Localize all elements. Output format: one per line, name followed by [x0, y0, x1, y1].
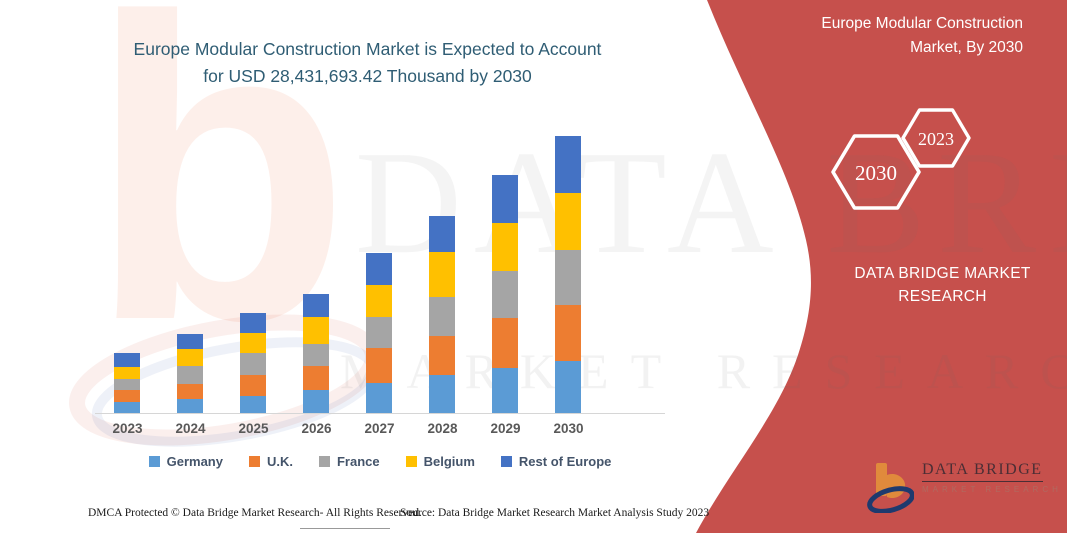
legend-item-u-k-: U.K.	[248, 454, 293, 469]
legend-item-belgium: Belgium	[405, 454, 475, 469]
bar-segment-2025-belgium	[240, 332, 266, 354]
legend-label: U.K.	[266, 454, 293, 469]
x-axis-label-2027: 2027	[364, 421, 395, 436]
legend-label: Germany	[166, 454, 223, 469]
bar-segment-2025-u-k-	[240, 374, 266, 397]
bar-2023	[114, 353, 140, 413]
bar-segment-2028-belgium	[429, 252, 455, 298]
side-panel-title: Europe Modular Construction Market, By 2…	[693, 12, 1023, 60]
bar-segment-2026-u-k-	[303, 366, 329, 390]
chart-title: Europe Modular Construction Market is Ex…	[85, 36, 650, 90]
bar-segment-2024-rest-of-europe	[177, 333, 203, 350]
bar-segment-2026-germany	[303, 389, 329, 413]
bar-2030	[555, 136, 581, 413]
legend: Germany U.K. France Belgium Rest of Europe	[95, 454, 665, 469]
bar-segment-2025-rest-of-europe	[240, 313, 266, 333]
legend-item-france: France	[318, 454, 380, 469]
chart-title-line1: Europe Modular Construction Market is Ex…	[133, 39, 602, 59]
bar-2025	[240, 313, 266, 413]
legend-swatch-icon	[500, 456, 512, 467]
bar-segment-2028-rest-of-europe	[429, 215, 455, 253]
bar-segment-2024-germany	[177, 398, 203, 413]
year-hexagons: 2023 2030	[831, 108, 971, 210]
logo-subtitle: MARKET RESEARCH	[922, 485, 1062, 494]
bar-segment-2023-germany	[114, 401, 140, 413]
bar-segment-2030-u-k-	[555, 305, 581, 361]
brand-line1: DATA BRIDGE MARKET	[854, 265, 1031, 282]
chart-title-line2: for USD 28,431,693.42 Thousand by 2030	[203, 66, 532, 87]
hexagon-2030-icon	[831, 134, 921, 210]
data-bridge-logo: DATA BRIDGE MARKET RESEARCH	[866, 461, 1062, 513]
bar-segment-2023-france	[114, 379, 140, 391]
x-axis-label-2030: 2030	[553, 421, 584, 436]
side-panel-title-line2: Market, By 2030	[910, 39, 1023, 57]
brand-line2: RESEARCH	[898, 288, 987, 306]
bar-segment-2026-france	[303, 343, 329, 366]
bar-segment-2029-france	[492, 270, 518, 318]
bar-segment-2030-france	[555, 249, 581, 306]
hexagon-2023-label: 2023	[918, 129, 954, 149]
bar-segment-2029-rest-of-europe	[492, 175, 518, 224]
bar-segment-2023-rest-of-europe	[114, 353, 140, 367]
legend-label: Belgium	[423, 454, 475, 469]
legend-swatch-icon	[248, 456, 260, 467]
bar-segment-2030-germany	[555, 360, 581, 413]
dmca-notice: DMCA Protected © Data Bridge Market Rese…	[88, 507, 422, 519]
bar-2027	[366, 252, 392, 413]
source-note: Source: Data Bridge Market Research Mark…	[400, 507, 710, 519]
bar-segment-2027-rest-of-europe	[366, 252, 392, 286]
legend-swatch-icon	[148, 456, 160, 467]
side-panel-title-line1: Europe Modular Construction	[821, 15, 1023, 32]
bar-segment-2025-germany	[240, 396, 266, 413]
bar-segment-2027-germany	[366, 382, 392, 413]
bar-segment-2029-u-k-	[492, 317, 518, 369]
hexagon-2030-label: 2030	[855, 161, 897, 185]
bar-segment-2027-belgium	[366, 285, 392, 318]
bar-segment-2024-u-k-	[177, 383, 203, 399]
bar-segment-2030-rest-of-europe	[555, 136, 581, 193]
x-axis-label-2028: 2028	[427, 421, 458, 436]
x-axis-label-2024: 2024	[175, 421, 206, 436]
plot-area	[95, 100, 665, 414]
bar-segment-2029-germany	[492, 368, 518, 413]
footer-divider	[300, 528, 390, 529]
legend-item-germany: Germany	[148, 454, 223, 469]
bar-2029	[492, 175, 518, 413]
x-axis-label-2023: 2023	[112, 421, 143, 436]
data-bridge-logo-icon	[867, 463, 914, 513]
bar-segment-2023-belgium	[114, 366, 140, 380]
side-panel-brand: DATA BRIDGE MARKET RESEARCH	[830, 262, 1055, 309]
bar-segment-2027-u-k-	[366, 348, 392, 383]
bar-segment-2026-rest-of-europe	[303, 294, 329, 318]
legend-label: Rest of Europe	[518, 454, 612, 469]
logo-name: DATA BRIDGE	[922, 461, 1043, 482]
bar-segment-2024-belgium	[177, 349, 203, 366]
x-axis-label-2025: 2025	[238, 421, 269, 436]
bar-2026	[303, 294, 329, 413]
bar-segment-2030-belgium	[555, 192, 581, 250]
bar-segment-2026-belgium	[303, 317, 329, 344]
bar-segment-2025-france	[240, 353, 266, 375]
legend-label: France	[336, 454, 380, 469]
hexagon-2023-icon	[901, 108, 971, 168]
legend-item-rest-of-europe: Rest of Europe	[500, 454, 612, 469]
bar-segment-2028-u-k-	[429, 335, 455, 375]
x-axis-labels: 2023 2024 2025 2026 2027 2028 2029 2030	[96, 421, 600, 436]
bar-segment-2028-germany	[429, 374, 455, 413]
legend-swatch-icon	[318, 456, 330, 467]
legend-swatch-icon	[405, 456, 417, 467]
bar-segment-2028-france	[429, 297, 455, 336]
bar-2024	[177, 333, 203, 413]
x-axis-label-2026: 2026	[301, 421, 332, 436]
bar-segment-2024-france	[177, 365, 203, 384]
x-axis-label-2029: 2029	[490, 421, 521, 436]
bar-segment-2023-u-k-	[114, 390, 140, 402]
bar-segment-2029-belgium	[492, 223, 518, 271]
bar-2028	[429, 215, 455, 413]
bar-segment-2027-france	[366, 317, 392, 349]
